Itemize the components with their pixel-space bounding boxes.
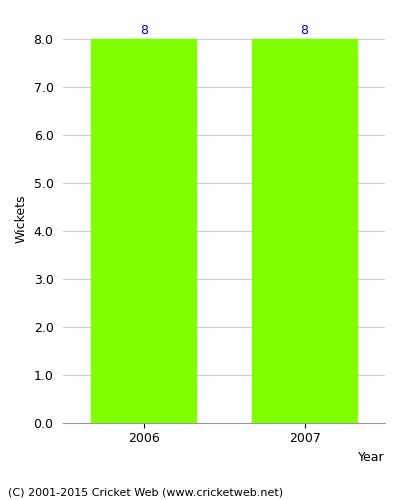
Text: (C) 2001-2015 Cricket Web (www.cricketweb.net): (C) 2001-2015 Cricket Web (www.cricketwe… xyxy=(8,488,283,498)
Text: 8: 8 xyxy=(140,24,148,36)
Text: 8: 8 xyxy=(300,24,308,36)
Bar xyxy=(92,39,196,422)
Y-axis label: Wickets: Wickets xyxy=(15,194,28,243)
Text: Year: Year xyxy=(358,451,385,464)
Bar xyxy=(252,39,357,422)
